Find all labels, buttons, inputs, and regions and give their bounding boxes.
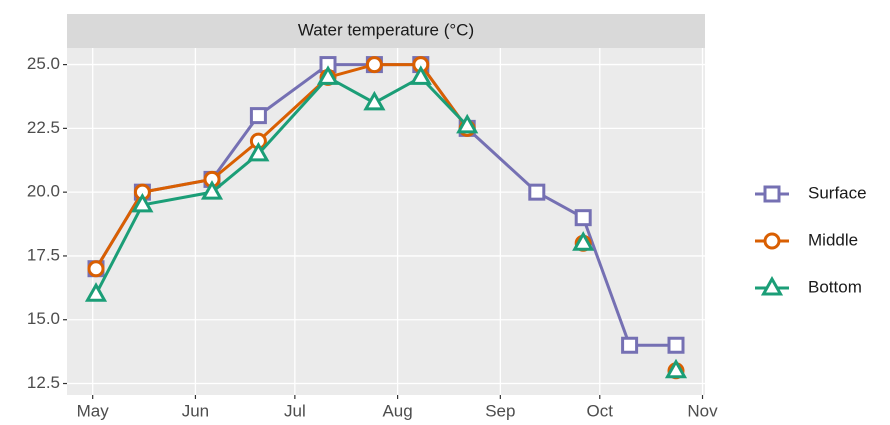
x-tick-label: May xyxy=(77,401,110,420)
legend-marker xyxy=(760,275,784,296)
y-tick-label: 20.0 xyxy=(27,182,60,201)
data-point xyxy=(200,180,224,200)
data-point xyxy=(131,192,154,213)
legend-label: Bottom xyxy=(808,277,862,296)
y-tick-label: 12.5 xyxy=(27,373,60,392)
data-point xyxy=(363,90,386,111)
y-tick-label: 17.5 xyxy=(27,245,60,264)
x-tick-label: Oct xyxy=(587,401,614,420)
data-point xyxy=(249,107,267,125)
legend-label: Middle xyxy=(808,230,858,249)
y-tick-label: 22.5 xyxy=(27,118,60,137)
data-point xyxy=(667,336,685,354)
data-point xyxy=(409,65,432,85)
data-point xyxy=(87,260,105,278)
legend-marker xyxy=(763,232,781,250)
x-tick-label: Sep xyxy=(485,401,515,420)
data-point xyxy=(621,336,639,354)
legend-label: Surface xyxy=(808,183,867,202)
panel xyxy=(67,48,705,395)
data-point xyxy=(664,358,688,379)
x-tick-label: Nov xyxy=(687,401,718,420)
data-point xyxy=(528,183,546,201)
chart-title: Water temperature (°C) xyxy=(298,20,474,39)
y-tick-label: 25.0 xyxy=(27,54,60,73)
data-point xyxy=(316,65,340,85)
data-point xyxy=(247,141,270,162)
data-point xyxy=(365,56,383,74)
data-point xyxy=(572,231,595,251)
y-tick-label: 15.0 xyxy=(27,309,60,328)
legend-marker xyxy=(763,185,781,203)
x-tick-label: Jul xyxy=(284,401,306,420)
data-point xyxy=(84,282,108,302)
x-tick-label: Jun xyxy=(182,401,209,420)
x-tick-label: Aug xyxy=(382,401,412,420)
data-point xyxy=(574,209,592,227)
data-point xyxy=(456,113,479,134)
strip xyxy=(67,14,705,48)
